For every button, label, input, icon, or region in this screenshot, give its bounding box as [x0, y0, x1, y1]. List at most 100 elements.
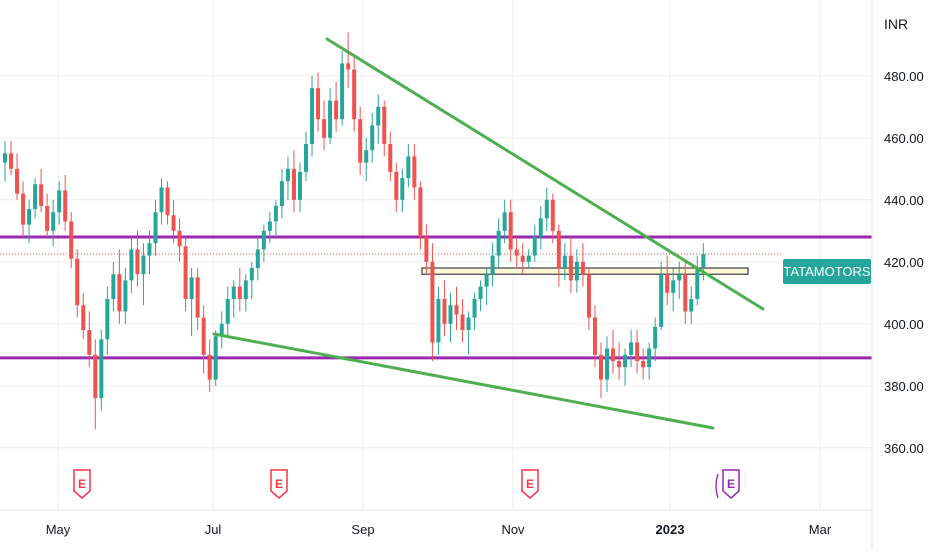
candle-body	[647, 348, 652, 368]
candle	[15, 153, 20, 200]
candle	[677, 261, 682, 299]
candle-body	[376, 106, 381, 126]
candle-body	[165, 187, 170, 216]
candle-body	[574, 261, 579, 281]
candle-body	[550, 199, 555, 231]
candle-body	[671, 280, 676, 293]
candle-body	[93, 354, 98, 399]
candle-body	[562, 255, 567, 268]
zone-box-layer	[421, 267, 749, 275]
candle-body	[448, 305, 453, 324]
candle	[370, 113, 375, 163]
candle	[51, 199, 56, 247]
candle	[219, 311, 224, 349]
candle-body	[39, 184, 44, 206]
candle	[653, 317, 658, 361]
candle	[27, 199, 32, 244]
candle	[147, 230, 152, 275]
candle	[249, 261, 254, 299]
x-tick-label: Sep	[351, 522, 374, 537]
candle	[310, 75, 315, 157]
candle	[466, 311, 471, 355]
candle	[508, 199, 513, 262]
candle-body	[310, 88, 315, 144]
candle	[364, 137, 369, 182]
candle	[520, 243, 525, 275]
candle	[448, 292, 453, 343]
candle-body	[520, 255, 525, 262]
earnings-icon	[722, 469, 740, 499]
candle	[544, 187, 549, 231]
candle	[213, 330, 218, 386]
candle	[695, 255, 700, 306]
candle-body	[99, 339, 104, 399]
candle	[111, 261, 116, 312]
candle-body	[189, 277, 194, 299]
earnings-marker: E	[270, 469, 288, 499]
candle-body	[123, 280, 128, 312]
candle-body	[364, 150, 369, 163]
zone-box	[421, 267, 749, 275]
candle	[358, 106, 363, 175]
candle-body	[418, 187, 423, 237]
candle	[472, 292, 477, 330]
candle	[406, 144, 411, 188]
currency-label: INR	[884, 16, 908, 32]
candle	[171, 199, 176, 244]
candle-body	[544, 199, 549, 219]
candle-body	[442, 299, 447, 324]
candle	[460, 299, 465, 343]
candle	[611, 330, 616, 374]
candle-body	[207, 354, 212, 380]
candle-body	[580, 261, 585, 275]
time-axis[interactable]: May Jul Sep Nov 2023 Mar	[0, 0, 873, 550]
candle-body	[412, 156, 417, 188]
candle	[514, 237, 519, 268]
candle	[580, 243, 585, 287]
candle-body	[33, 184, 38, 210]
candle	[99, 330, 104, 411]
candle	[574, 249, 579, 293]
symbol-badge-label: TATAMOTORS	[783, 264, 870, 279]
candle-body	[556, 230, 561, 268]
candle	[484, 268, 489, 306]
candle	[21, 181, 26, 237]
candle-body	[454, 305, 459, 315]
candle	[502, 199, 507, 244]
candle	[412, 144, 417, 200]
candle	[237, 268, 242, 312]
candle	[304, 131, 308, 182]
candle	[442, 280, 447, 337]
candle-body	[285, 168, 290, 182]
candle-body	[141, 255, 146, 275]
candle	[617, 342, 622, 380]
candle-body	[249, 268, 254, 281]
candle-body	[611, 348, 616, 361]
candle-body	[484, 274, 489, 287]
candle-body	[291, 168, 296, 200]
candle	[334, 82, 339, 132]
candle-body	[304, 144, 308, 172]
candle-body	[322, 119, 327, 138]
y-tick-label: 440.00	[884, 193, 924, 208]
y-tick-label: 360.00	[884, 441, 924, 456]
candle-body	[21, 193, 26, 225]
candle-body	[695, 268, 700, 299]
candle-body	[635, 342, 640, 361]
candle-body	[45, 206, 50, 231]
candle-body	[297, 171, 302, 200]
candle-body	[478, 286, 483, 299]
candle	[231, 280, 236, 318]
earnings-label: E	[727, 477, 735, 491]
candle-body	[195, 277, 200, 318]
candle-body	[117, 274, 122, 312]
candle-body	[592, 317, 597, 355]
candle-body	[171, 215, 176, 231]
candle	[297, 162, 302, 213]
candle-body	[225, 299, 230, 324]
price-axis[interactable]: INR 360.00 380.00 400.00 420.00 440.00 460.00…	[884, 16, 924, 456]
candle-body	[279, 181, 284, 206]
candle	[177, 218, 182, 262]
